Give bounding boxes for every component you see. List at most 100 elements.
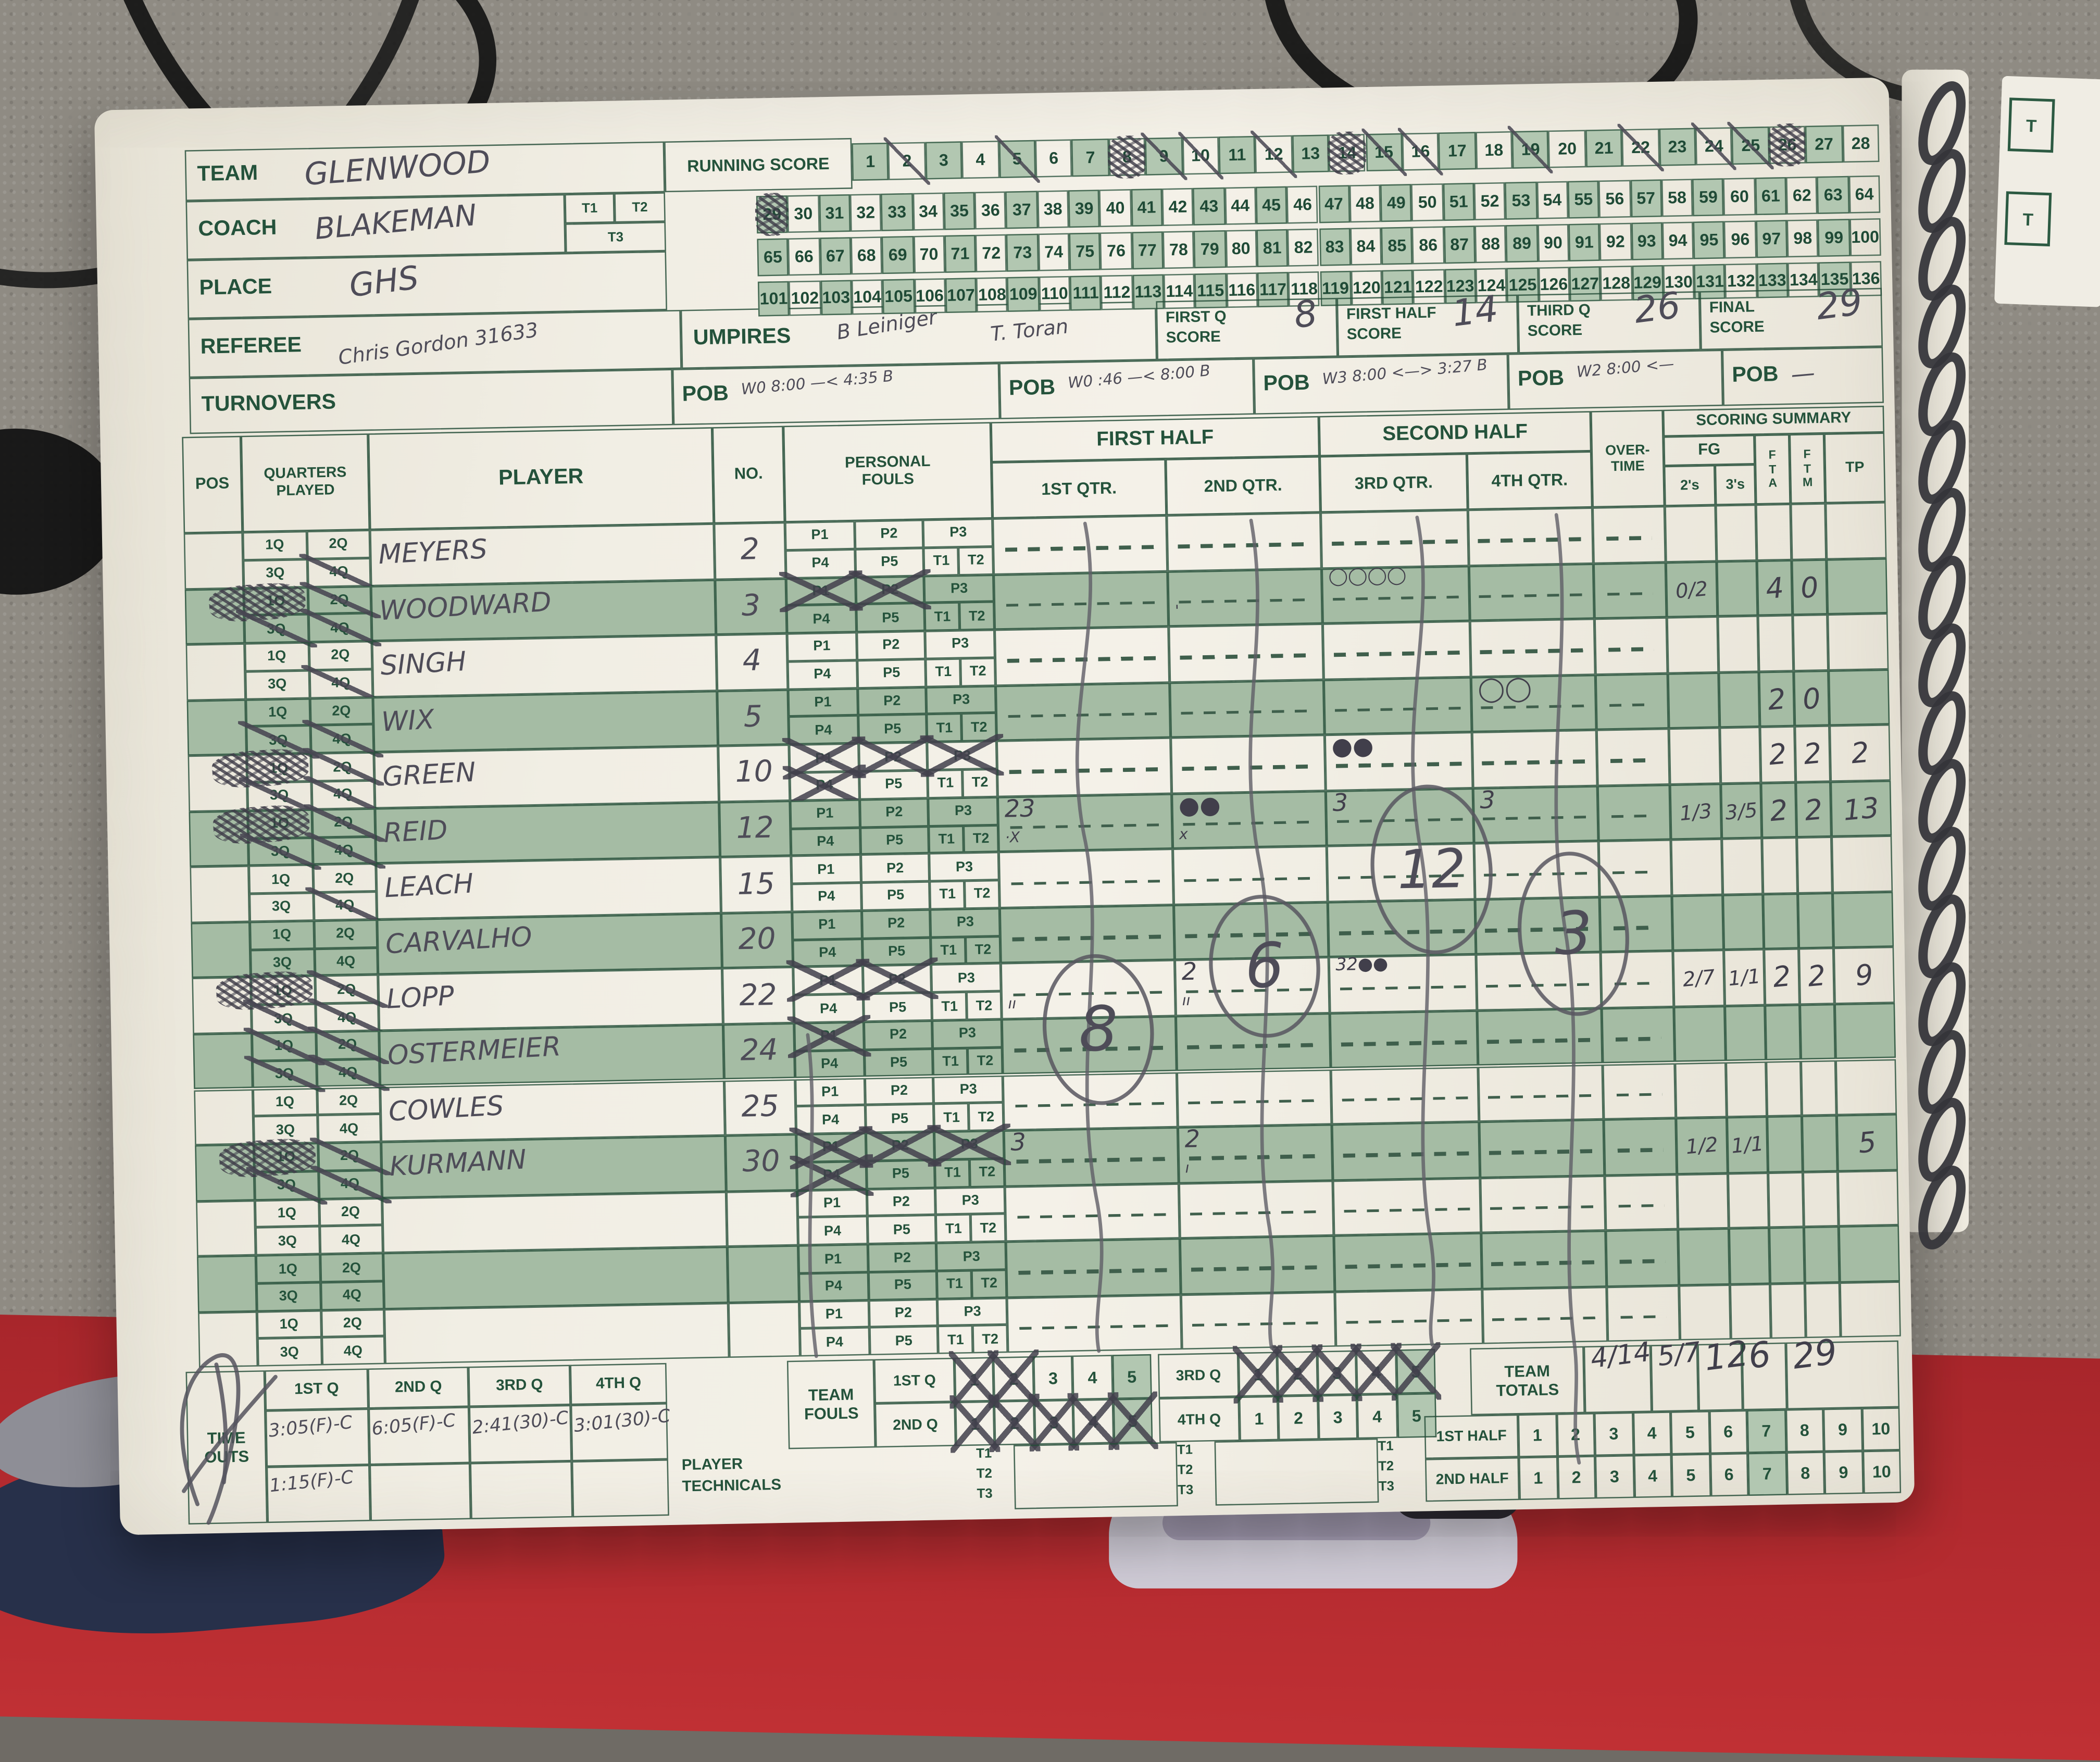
summary-value: 0/2 [1674,576,1709,603]
running-score-cell: 85 [1381,227,1413,265]
timeout-cell-b [470,1461,573,1519]
coach-t1-box: T1 [565,193,615,224]
running-score-cell: 104 [851,279,883,315]
running-score-cell: 62 [1786,176,1818,215]
score-box-label: FIRST Q SCORE [1165,309,1227,347]
quarter-cell: 2Q [313,919,378,948]
summary-cell [1724,1005,1766,1062]
no-cell-border [720,856,792,914]
no-cell-border [717,689,789,746]
team-fouls-label: TEAM FOULS [786,1359,876,1449]
coach-label: COACH [198,217,277,241]
running-score-cell: 13 [1292,134,1330,173]
half-foul-number: 7 [1747,1452,1787,1496]
running-score-cell: 6 [1035,139,1073,178]
scoring-cell [1476,952,1602,1011]
summary-cell [1678,1228,1730,1285]
player-cell-border [372,690,718,753]
technical-t-label: T1 [1378,1439,1394,1455]
running-score-cell: 59 [1692,178,1724,217]
team-cell: TEAM GLENWOOD [184,141,665,202]
summary-cell [1826,557,1888,615]
team-label: TEAM [197,162,258,186]
scoring-cell [1334,1289,1483,1347]
scoring-cell [1598,840,1672,897]
team-foul-x [1390,1342,1442,1401]
scoring-entry: 23 [1004,794,1036,823]
half-foul-number: 8 [1785,1452,1825,1495]
running-score-cell: 46 [1286,185,1319,224]
foul-box: T2 [972,1325,1008,1354]
foul-box: T1 [926,658,961,687]
scoring-cell [1480,1175,1606,1233]
pos-cell [190,866,250,923]
scoring-cell [1603,1118,1677,1176]
timeout-col-header: 2ND Q [368,1366,469,1409]
pob-label: POB [682,382,729,407]
header-tp: TP [1824,432,1886,504]
half-label: 2ND HALF [1424,1457,1520,1502]
scoring-cell [1474,897,1601,955]
timeout-col-header: 1ST Q [265,1368,369,1411]
scoring-cell [1005,1183,1180,1242]
pos-cell [197,1255,257,1313]
foul-box: P5 [859,826,930,855]
scoring-cell [1331,1066,1479,1124]
team-foul-q-label: 1ST Q [873,1357,955,1404]
scoring-entry-sub: ·X [1005,828,1020,846]
running-score-cell: 89 [1506,224,1538,263]
running-score-scribble [1767,123,1808,167]
scoring-cell [1477,1008,1603,1066]
foul-box: T1 [930,881,965,909]
score-box: FIRST Q SCORE 8 [1156,293,1338,360]
foul-box: P3 [929,852,999,882]
pos-cell [194,1089,254,1145]
quarter-cell: 1Q [253,1087,317,1117]
header-quarters-played: QUARTERS PLAYED [241,433,370,532]
running-score-cell: 98 [1786,219,1819,258]
score-box-value: 8 [1291,293,1320,338]
running-score-cell: 26 [1767,123,1808,167]
running-score-cell: 101 [757,281,790,317]
foul-box: P3 [924,574,994,604]
coach-t3-box: T3 [565,221,666,253]
header-second-half: SECOND HALF [1319,411,1592,456]
summary-cell [1790,503,1827,560]
page-stack-edge [1902,69,1969,1232]
team-total-value: 6 [1746,1335,1773,1378]
quarter-cell: 2Q [320,1308,385,1338]
referee-cell: REFEREE Chris Gordon 31633 [188,309,682,378]
foul-box: T2 [958,546,994,575]
foul-box: P1 [798,1244,868,1273]
foul-box: P2 [866,1187,936,1217]
foul-box: T1 [937,1270,972,1299]
running-score-cell: 19 [1507,125,1554,174]
foul-box: P4 [797,1216,868,1246]
running-score-cell: 4 [961,140,999,179]
pob-label: POB [1731,363,1779,388]
running-score-cell: 10 [1178,131,1223,180]
summary-cell [1674,1061,1727,1118]
no-cell-border [714,522,786,580]
player-cell-border [373,746,719,808]
team-totals-label: TEAM TOTALS [1470,1346,1585,1416]
no-cell-border [722,967,794,1024]
pob-entry: W0 :46 —< 8:00 B [1067,360,1211,392]
scoring-cell [1177,1069,1332,1128]
scoring-cell [1180,1235,1335,1294]
pob-label: POB [1517,367,1565,391]
scoring-cell [1470,618,1596,677]
facing-page-corner: T T [1994,76,2100,307]
player-cell-border [378,968,723,1031]
quarter-cell: 1Q [256,1254,320,1283]
technical-t-label: T2 [976,1467,993,1482]
quarter-cell: 1Q [244,642,309,671]
technicals-label: PLAYER TECHNICALS [681,1456,782,1496]
running-score-cell: 50 [1411,183,1444,222]
running-score-cell: 32 [849,193,882,232]
running-score-title: RUNNING SCORE [686,154,830,176]
coach-t2-box: T2 [614,192,666,223]
half-foul-number: 6 [1708,1410,1748,1454]
pos-cell [196,1199,256,1257]
summary-cell [1721,838,1763,895]
